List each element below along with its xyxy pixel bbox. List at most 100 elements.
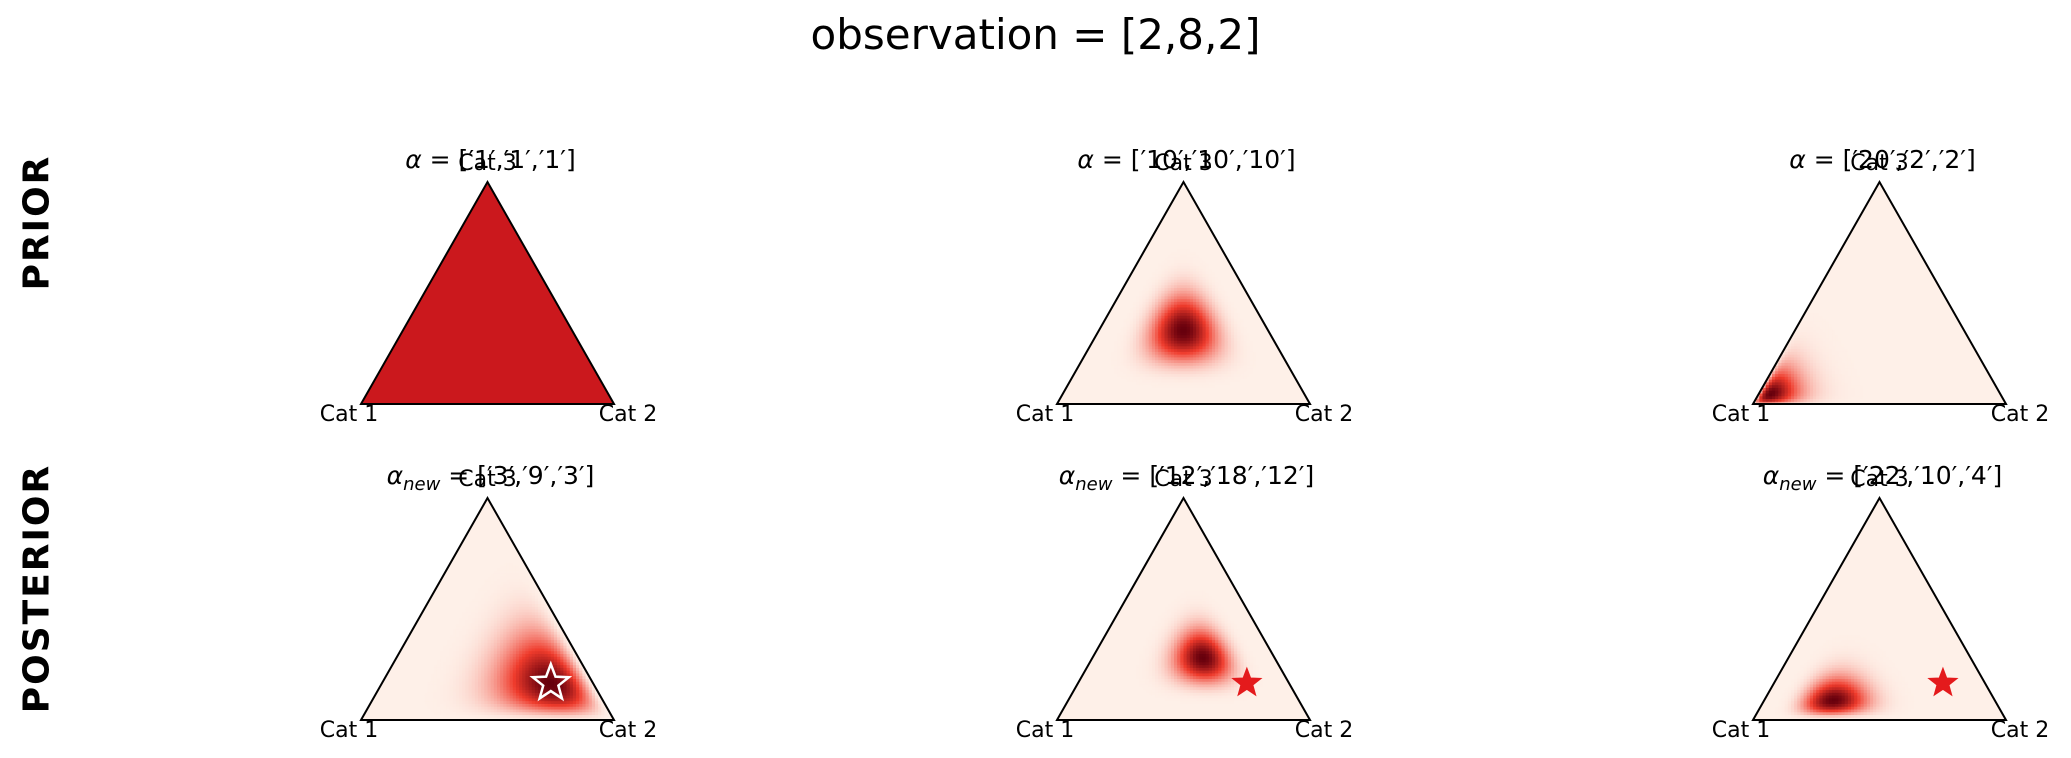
density-cell: [1057, 281, 1061, 286]
density-cell: [1234, 193, 1238, 197]
density-cell: [1139, 398, 1143, 402]
density-cell: [1186, 268, 1191, 272]
density-cell: [1227, 268, 1232, 272]
density-cell: [1126, 204, 1131, 208]
density-cell: [1110, 256, 1115, 261]
density-cell: [1139, 201, 1143, 205]
density-cell: [1072, 392, 1077, 397]
density-cell: [1060, 348, 1064, 352]
density-cell: [1117, 270, 1121, 275]
density-cell: [1088, 298, 1093, 302]
density-cell: [1211, 356, 1216, 361]
density-cell: [1148, 306, 1153, 311]
density-cell: [1094, 359, 1099, 363]
density-cell: [1126, 212, 1131, 216]
density-cell: [1174, 395, 1178, 400]
density-cell: [1227, 201, 1232, 205]
density-cell: [1148, 223, 1153, 228]
density-cell: [1066, 348, 1071, 352]
density-cell: [1205, 348, 1210, 352]
density-cell: [1072, 354, 1077, 358]
density-cell: [1155, 281, 1159, 286]
density-cell: [1069, 268, 1074, 272]
density-cell: [1120, 367, 1125, 372]
density-cell: [1246, 234, 1251, 239]
density-cell: [1094, 193, 1099, 197]
density-cell: [1060, 337, 1064, 341]
density-cell: [1148, 395, 1153, 400]
density-cell: [1091, 387, 1096, 391]
density-cell: [1129, 190, 1134, 194]
density-cell: [1174, 270, 1178, 275]
density-cell: [1142, 392, 1147, 397]
density-cell: [1221, 193, 1226, 197]
density-cell: [1101, 293, 1106, 297]
density-cell: [1082, 362, 1087, 366]
density-cell: [1075, 268, 1080, 272]
density-cell: [1227, 387, 1232, 391]
density-cell: [1234, 395, 1238, 400]
density-cell: [1199, 384, 1204, 388]
density-cell: [1155, 359, 1159, 363]
density-cell: [1057, 256, 1061, 261]
density-cell: [1057, 359, 1061, 363]
density-cell: [1145, 268, 1150, 272]
density-cell: [1117, 193, 1121, 197]
density-cell: [1075, 226, 1080, 230]
density-cell: [1079, 276, 1083, 280]
density-cell: [1104, 209, 1109, 214]
density-cell: [1113, 356, 1118, 361]
density-cell: [1186, 392, 1191, 397]
density-cell: [1110, 298, 1115, 302]
density-cell: [1139, 195, 1143, 200]
density-cell: [1234, 184, 1238, 189]
density-cell: [1079, 329, 1083, 333]
density-cell: [1057, 326, 1061, 330]
density-cell: [1098, 356, 1102, 361]
panel-title: α = [′1′,′1′,′1′]: [405, 145, 576, 174]
density-cell: [1072, 301, 1077, 305]
density-cell: [1196, 329, 1200, 333]
density-cell: [1218, 356, 1223, 361]
density-cell: [1205, 370, 1210, 375]
density-cell: [1202, 345, 1207, 350]
density-cell: [1072, 309, 1077, 314]
density-cell: [1205, 367, 1210, 372]
density-cell: [1066, 206, 1071, 211]
density-cell: [1177, 256, 1181, 261]
density-cell: [1066, 290, 1071, 294]
density-cell: [1174, 256, 1178, 261]
density-cell: [1088, 281, 1093, 286]
density-cell: [1211, 315, 1216, 319]
density-cell: [1075, 398, 1080, 402]
density-cell: [1240, 309, 1245, 314]
density-cell: [1094, 398, 1099, 402]
density-cell: [1180, 198, 1185, 203]
density-cell: [1132, 323, 1137, 327]
density-cell: [1186, 334, 1191, 339]
density-cell: [1174, 304, 1178, 308]
density-cell: [1202, 206, 1207, 211]
density-cell: [1208, 337, 1213, 341]
density-cell: [1215, 298, 1219, 302]
density-cell: [1180, 384, 1185, 388]
density-cell: [1126, 326, 1131, 330]
density-cell: [1107, 390, 1112, 394]
density-cell: [1113, 279, 1118, 283]
density-cell: [1211, 204, 1216, 208]
density-cell: [1148, 209, 1153, 214]
density-cell: [1091, 226, 1096, 230]
density-cell: [1104, 212, 1109, 216]
density-cell: [1183, 373, 1188, 377]
density-cell: [1094, 187, 1099, 191]
density-cell: [1164, 231, 1169, 236]
density-cell: [1221, 268, 1226, 272]
density-cell: [1142, 231, 1147, 236]
density-cell: [1151, 387, 1156, 391]
density-cell: [1088, 367, 1093, 372]
density-cell: [1091, 187, 1096, 191]
density-cell: [1227, 398, 1232, 402]
density-cell: [1101, 301, 1106, 305]
density-cell: [1189, 387, 1194, 391]
density-cell: [1218, 329, 1223, 333]
